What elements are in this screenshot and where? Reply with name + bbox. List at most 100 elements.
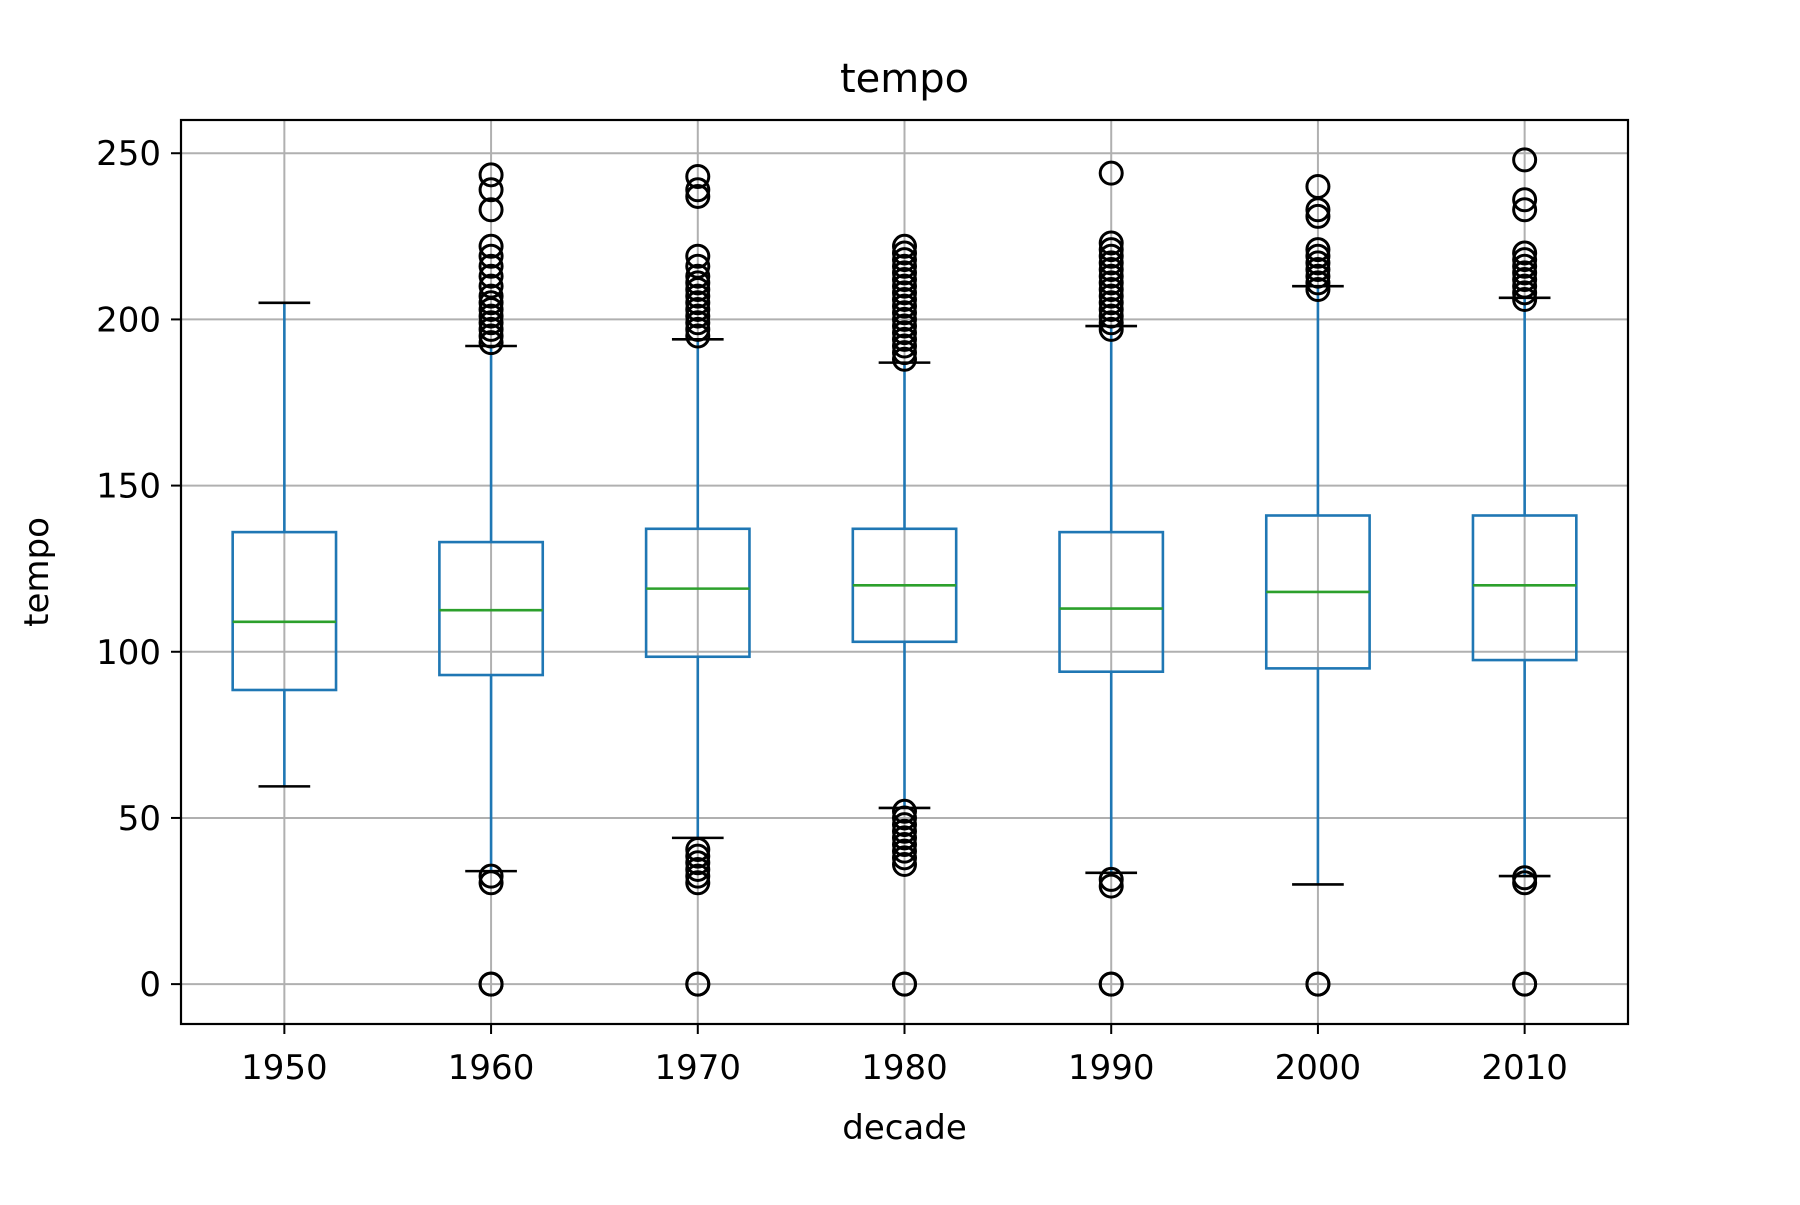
outlier-point [892, 851, 917, 877]
outlier-point [685, 263, 711, 289]
outlier-point [685, 863, 711, 889]
outlier-point [685, 870, 711, 896]
y-tick-label: 200 [96, 300, 161, 340]
outlier-point [478, 316, 504, 342]
chart-title: tempo [840, 56, 969, 102]
outlier-point [478, 263, 504, 289]
outlier-point [1305, 263, 1331, 289]
outlier-point [685, 856, 711, 882]
outlier-point [892, 240, 917, 266]
outlier-point [685, 843, 711, 869]
outlier-point [892, 233, 917, 259]
outlier-point [1512, 971, 1538, 997]
outlier-point [1098, 971, 1124, 997]
flier-layer [478, 147, 1538, 997]
outlier-point [892, 838, 917, 864]
box-iqr [438, 540, 545, 677]
outlier-point [685, 177, 711, 203]
box-iqr [231, 530, 338, 692]
outlier-point [478, 310, 504, 336]
outlier-point [478, 283, 504, 309]
x-tick-label: 2000 [1275, 1048, 1362, 1088]
outlier-point [685, 243, 711, 269]
box-iqr [644, 527, 751, 659]
outlier-point [1098, 303, 1124, 329]
outlier-point [1098, 296, 1124, 322]
outlier-point [892, 260, 917, 286]
outlier-point [892, 333, 917, 359]
outlier-point [892, 286, 917, 312]
outlier-point [685, 323, 711, 349]
outlier-point [1098, 283, 1124, 309]
outlier-point [1098, 263, 1124, 289]
outlier-point [478, 233, 504, 259]
outlier-point [892, 805, 917, 831]
outlier-point [892, 320, 917, 346]
outlier-point [1098, 250, 1124, 276]
y-tick-label: 0 [139, 965, 161, 1005]
outlier-point [685, 253, 711, 279]
outlier-point [892, 845, 917, 871]
outlier-point [685, 270, 711, 296]
outlier-point [1098, 290, 1124, 316]
outlier-point [892, 346, 917, 372]
x-tick-label: 1990 [1068, 1048, 1155, 1088]
outlier-point [685, 303, 711, 329]
outlier-point [1098, 230, 1124, 256]
outlier-point [1512, 865, 1538, 891]
x-tick-label: 1980 [861, 1048, 948, 1088]
outlier-point [1512, 286, 1538, 312]
outlier-point [1512, 197, 1538, 223]
y-tick-label: 250 [96, 134, 161, 174]
outlier-point [478, 273, 504, 299]
outlier-point [685, 283, 711, 309]
outlier-point [478, 290, 504, 316]
outlier-point [1512, 147, 1538, 173]
outlier-point [478, 253, 504, 279]
y-tick-label: 100 [96, 633, 161, 673]
x-axis-label: decade [842, 1108, 967, 1148]
y-axis-label: tempo [17, 517, 57, 627]
outlier-point [892, 253, 917, 279]
outlier-point [685, 296, 711, 322]
box-iqr [1058, 530, 1165, 674]
outlier-point [1512, 253, 1538, 279]
outlier-point [1512, 187, 1538, 213]
outlier-point [1098, 237, 1124, 263]
x-tick-label: 1950 [241, 1048, 328, 1088]
outlier-point [1305, 971, 1331, 997]
outlier-point [478, 330, 504, 356]
outlier-point [892, 267, 917, 293]
outlier-point [892, 306, 917, 332]
outlier-point [478, 197, 504, 223]
outlier-point [892, 326, 917, 352]
outlier-point [892, 832, 917, 858]
outlier-point [478, 863, 504, 889]
outlier-point [478, 971, 504, 997]
outlier-point [1305, 257, 1331, 283]
outlier-point [892, 340, 917, 366]
outlier-point [685, 164, 711, 189]
outlier-point [1098, 243, 1124, 269]
outlier-point [478, 177, 504, 203]
y-tick-label: 150 [96, 467, 161, 507]
outlier-point [685, 310, 711, 336]
tick-layer: 0 50 100 150 200 250 1950 1960 1970 1980 1990 2000 2… [96, 134, 1568, 1088]
x-tick-label: 1970 [655, 1048, 742, 1088]
outlier-point [1098, 866, 1124, 892]
outlier-point [1098, 160, 1124, 186]
outlier-point [1098, 277, 1124, 302]
outlier-point [1305, 173, 1331, 199]
outlier-point [892, 798, 917, 824]
outlier-point [1098, 316, 1124, 342]
outlier-point [1305, 250, 1331, 276]
outlier-point [478, 243, 504, 269]
outlier-point [478, 303, 504, 329]
outlier-point [1305, 270, 1331, 296]
outlier-point [478, 870, 504, 896]
outlier-point [1512, 240, 1538, 266]
outlier-point [1305, 203, 1331, 229]
outlier-point [892, 293, 917, 319]
x-tick-label: 1960 [448, 1048, 535, 1088]
